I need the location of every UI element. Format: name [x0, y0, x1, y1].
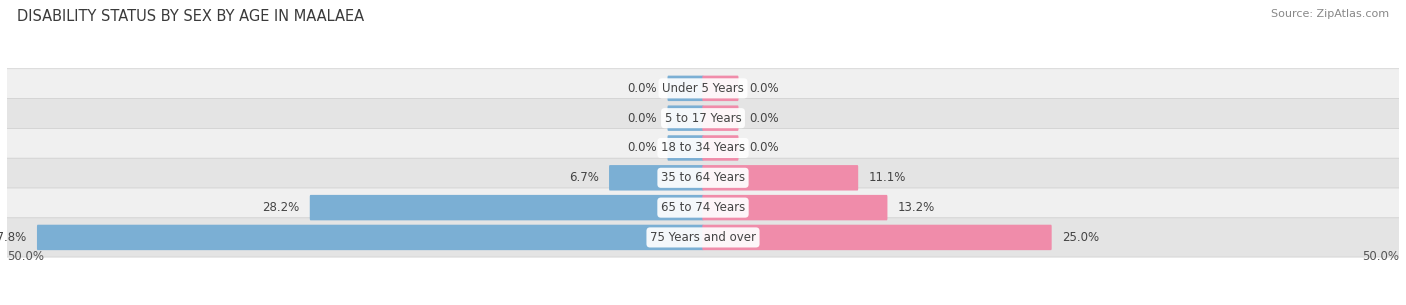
FancyBboxPatch shape [609, 165, 703, 191]
FancyBboxPatch shape [668, 76, 703, 101]
Text: 28.2%: 28.2% [262, 201, 299, 214]
FancyBboxPatch shape [4, 158, 1402, 197]
Text: 25.0%: 25.0% [1062, 231, 1099, 244]
FancyBboxPatch shape [4, 218, 1402, 257]
Text: 0.0%: 0.0% [749, 112, 779, 125]
Text: 5 to 17 Years: 5 to 17 Years [665, 112, 741, 125]
FancyBboxPatch shape [668, 135, 703, 161]
FancyBboxPatch shape [703, 76, 738, 101]
Text: 50.0%: 50.0% [7, 250, 44, 263]
Text: 47.8%: 47.8% [0, 231, 27, 244]
Text: Source: ZipAtlas.com: Source: ZipAtlas.com [1271, 9, 1389, 19]
FancyBboxPatch shape [703, 165, 858, 191]
Text: Under 5 Years: Under 5 Years [662, 82, 744, 95]
FancyBboxPatch shape [703, 225, 1052, 250]
FancyBboxPatch shape [309, 195, 703, 220]
Text: 0.0%: 0.0% [627, 142, 657, 155]
FancyBboxPatch shape [703, 106, 738, 131]
FancyBboxPatch shape [37, 225, 703, 250]
FancyBboxPatch shape [703, 135, 738, 161]
FancyBboxPatch shape [4, 69, 1402, 108]
Text: 50.0%: 50.0% [1362, 250, 1399, 263]
Text: 0.0%: 0.0% [627, 112, 657, 125]
FancyBboxPatch shape [668, 106, 703, 131]
Text: 6.7%: 6.7% [569, 171, 599, 184]
FancyBboxPatch shape [4, 128, 1402, 168]
Text: 65 to 74 Years: 65 to 74 Years [661, 201, 745, 214]
Text: 13.2%: 13.2% [898, 201, 935, 214]
FancyBboxPatch shape [703, 195, 887, 220]
Text: 11.1%: 11.1% [869, 171, 905, 184]
FancyBboxPatch shape [4, 99, 1402, 138]
Text: 75 Years and over: 75 Years and over [650, 231, 756, 244]
Text: 0.0%: 0.0% [627, 82, 657, 95]
Text: 0.0%: 0.0% [749, 142, 779, 155]
Text: 35 to 64 Years: 35 to 64 Years [661, 171, 745, 184]
Text: 18 to 34 Years: 18 to 34 Years [661, 142, 745, 155]
FancyBboxPatch shape [4, 188, 1402, 227]
Text: 0.0%: 0.0% [749, 82, 779, 95]
Text: DISABILITY STATUS BY SEX BY AGE IN MAALAEA: DISABILITY STATUS BY SEX BY AGE IN MAALA… [17, 9, 364, 24]
